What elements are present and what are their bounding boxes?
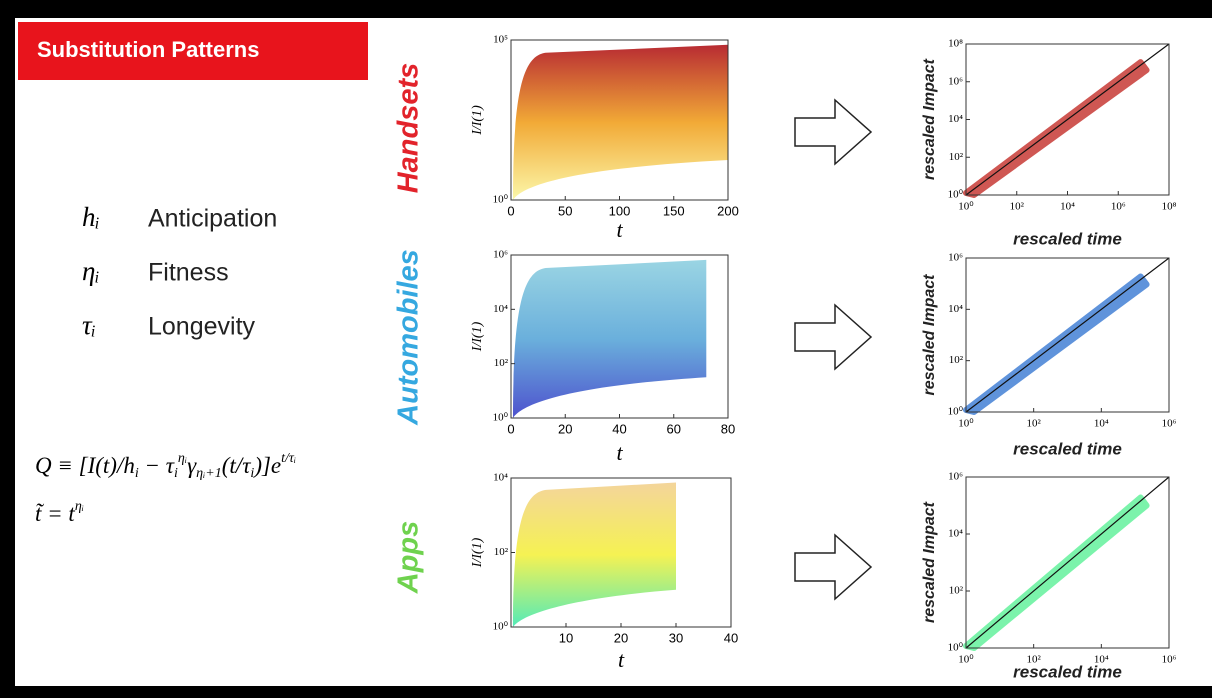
parameter-symbol: hᵢ (82, 202, 100, 232)
x-tick-label: 10⁸ (1162, 201, 1177, 213)
x-tick-label: 150 (663, 203, 685, 218)
y-axis-label: rescaled Impact (921, 501, 938, 623)
x-tick-label: 200 (717, 203, 739, 218)
row-label: Apps (393, 521, 425, 595)
diagonal (965, 43, 1170, 196)
y-axis-label: rescaled Impact (921, 274, 938, 396)
x-tick-label: 10² (1010, 201, 1025, 213)
diagonal (965, 476, 1170, 649)
formula-part: i (250, 466, 254, 481)
y-tick-label: 10² (494, 546, 509, 558)
diagonal (965, 257, 1170, 413)
formula-part: )]e (252, 453, 281, 478)
curve-bundle (513, 259, 707, 418)
y-axis-label: rescaled Impact (921, 58, 938, 180)
y-tick-label: 10⁴ (948, 303, 963, 315)
x-tick-label: 10² (1027, 418, 1042, 430)
x-tick-label: 10⁶ (1162, 418, 1177, 430)
x-axis-label: rescaled time (1013, 662, 1122, 681)
x-tick-label: 0 (507, 203, 514, 218)
title-box (18, 22, 368, 80)
x-tick-label: 60 (667, 421, 681, 436)
y-axis-label: I/I(1) (470, 537, 485, 568)
y-tick-label: 10⁰ (493, 621, 509, 633)
y-tick-label: 10⁰ (948, 406, 964, 418)
formula-part: ηᵢ (75, 499, 84, 514)
parameter-label: Anticipation (148, 205, 277, 233)
row-label: Handsets (393, 63, 425, 194)
x-axis-label: rescaled time (1013, 439, 1122, 458)
arrow (794, 98, 873, 166)
formula-part: t/τᵢ (281, 451, 296, 466)
y-tick-label: 10⁰ (493, 194, 509, 206)
x-tick-label: 20 (558, 421, 572, 436)
x-tick-label: 80 (721, 421, 735, 436)
y-tick-label: 10⁰ (948, 642, 964, 654)
x-tick-label: 20 (614, 630, 628, 645)
x-tick-label: 10⁴ (1094, 418, 1109, 430)
plot-frame (965, 257, 1170, 413)
x-axis-label: t (616, 217, 623, 242)
formula-part: i (174, 466, 178, 481)
y-tick-label: 10⁴ (493, 303, 508, 315)
x-tick-label: 10⁰ (958, 654, 974, 666)
formula: Q ≡ [I(t)/hi − τiηᵢγηᵢ+1(t/τi)]et/τᵢ (35, 451, 296, 481)
formula-part: t̃ = t (35, 501, 75, 526)
x-tick-label: 30 (669, 630, 683, 645)
parameter-symbol: ηᵢ (82, 256, 100, 286)
x-tick-label: 100 (609, 203, 631, 218)
arrow (794, 303, 873, 371)
y-tick-label: 10⁴ (948, 528, 963, 540)
parameter-label: Fitness (148, 259, 229, 287)
y-tick-label: 10⁶ (948, 471, 963, 483)
x-tick-label: 50 (558, 203, 572, 218)
formula-part: γ (187, 453, 197, 478)
x-tick-label: 40 (612, 421, 626, 436)
row-label: Automobiles (393, 249, 425, 426)
x-tick-label: 40 (724, 630, 738, 645)
y-tick-label: 10⁵ (493, 34, 508, 46)
y-tick-label: 10² (494, 357, 509, 369)
y-tick-label: 10⁸ (948, 38, 963, 50)
y-tick-label: 10⁶ (948, 75, 963, 87)
parameter-label: Longevity (148, 313, 256, 341)
y-tick-label: 10² (949, 585, 964, 597)
x-axis-label: t (616, 440, 623, 465)
curve-bundle (513, 44, 728, 200)
formula-part: (t/τ (222, 453, 251, 478)
parameter-symbol: τᵢ (82, 310, 96, 340)
x-tick-label: 10⁰ (958, 201, 974, 213)
y-axis-label: I/I(1) (470, 321, 485, 352)
x-axis-label: t (618, 647, 625, 672)
y-tick-label: 10⁴ (948, 113, 963, 125)
curve-bundle (513, 482, 676, 627)
x-tick-label: 10 (559, 630, 573, 645)
x-tick-label: 10⁴ (1094, 654, 1109, 666)
x-tick-label: 10⁰ (958, 418, 974, 430)
y-tick-label: 10² (949, 151, 964, 163)
y-tick-label: 10² (949, 354, 964, 366)
y-axis-label: I/I(1) (470, 105, 485, 136)
x-tick-label: 10² (1027, 654, 1042, 666)
formula-part: ηᵢ (178, 451, 187, 466)
plot-frame (965, 476, 1170, 649)
formula: t̃ = tηᵢ (35, 499, 84, 526)
formula-part: − τ (139, 453, 175, 478)
y-tick-label: 10⁰ (948, 189, 964, 201)
x-tick-label: 10⁶ (1111, 201, 1126, 213)
title: Substitution Patterns (37, 37, 259, 62)
x-axis-label: rescaled time (1013, 229, 1122, 248)
formula-part: Q ≡ [I(t)/h (35, 453, 135, 478)
arrow (794, 533, 873, 601)
x-tick-label: 0 (507, 421, 514, 436)
y-tick-label: 10⁶ (493, 249, 508, 261)
y-tick-label: 10⁶ (948, 252, 963, 264)
y-tick-label: 10⁴ (493, 472, 508, 484)
formula-part: i (135, 466, 139, 481)
x-tick-label: 10⁶ (1162, 654, 1177, 666)
formula-part: ηᵢ+1 (196, 466, 222, 481)
x-tick-label: 10⁴ (1060, 201, 1075, 213)
y-tick-label: 10⁰ (493, 412, 509, 424)
